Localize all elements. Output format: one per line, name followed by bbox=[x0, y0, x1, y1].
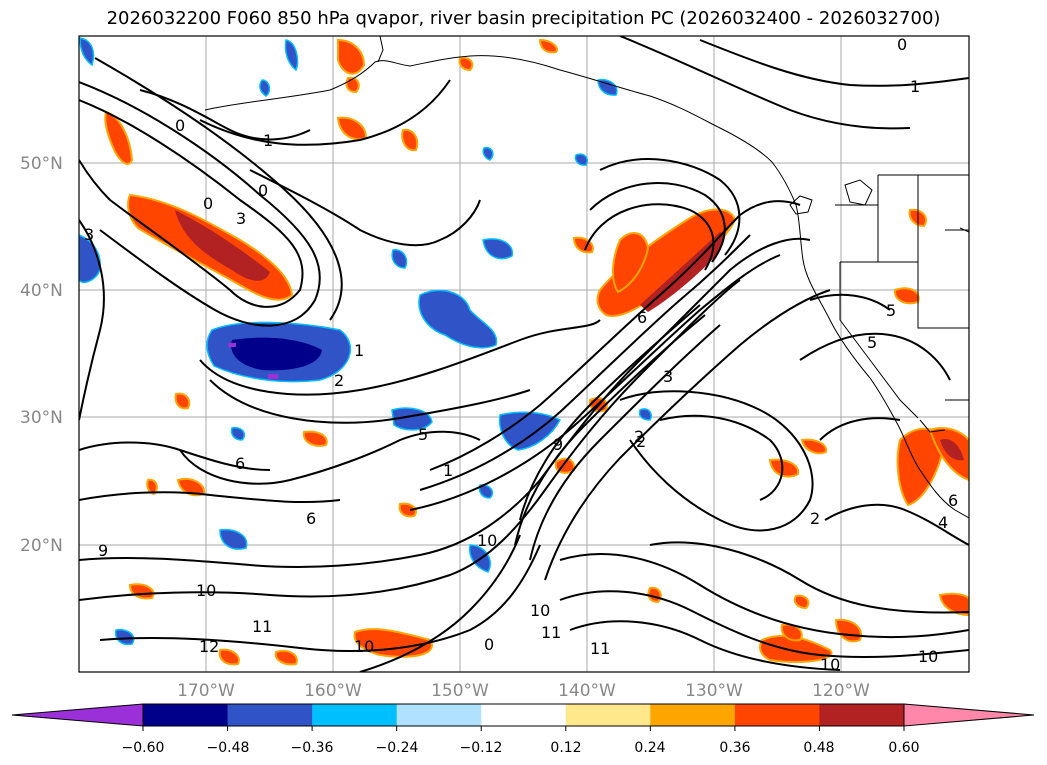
contour-label: 10 bbox=[918, 647, 938, 666]
contour-label: 1 bbox=[910, 77, 920, 96]
colorbar-cell bbox=[650, 704, 736, 726]
contour-label: 1 bbox=[354, 341, 364, 360]
political-borders bbox=[835, 174, 969, 419]
colorbar: −0.60 −0.48 −0.36 −0.24 −0.12 0.12 0.24 … bbox=[11, 703, 1035, 756]
colorbar-tick-label: 0.24 bbox=[634, 740, 665, 756]
contour-label: 5 bbox=[418, 425, 428, 444]
colorbar-outline bbox=[142, 703, 905, 727]
colorbar-cell bbox=[312, 704, 398, 726]
precip-anomaly-negative bbox=[79, 37, 652, 646]
colorbar-tick-label: −0.48 bbox=[207, 740, 250, 756]
colorbar-tick-label: 0.36 bbox=[719, 740, 750, 756]
contour-label: 2 bbox=[636, 432, 646, 451]
contour-label: 3 bbox=[236, 209, 246, 228]
colorbar-tick-label: 0.12 bbox=[550, 740, 581, 756]
precip-anomaly-positive bbox=[104, 38, 969, 666]
coastline bbox=[204, 36, 969, 519]
lon-label: 160°W bbox=[304, 681, 362, 701]
map-title: 2026032200 F060 850 hPa qvapor, river ba… bbox=[106, 8, 941, 29]
contour-label: 0 bbox=[484, 635, 494, 654]
contour-label: 11 bbox=[252, 617, 272, 636]
colorbar-tick-label: −0.60 bbox=[122, 740, 165, 756]
contour-label: 9 bbox=[553, 435, 563, 454]
longitude-labels: 170°W 160°W 150°W 140°W 130°W 120°W bbox=[177, 681, 870, 701]
contour-label: 10 bbox=[820, 655, 840, 674]
colorbar-cells bbox=[143, 704, 905, 726]
lon-label: 140°W bbox=[558, 681, 616, 701]
lat-label: 30°N bbox=[20, 408, 63, 428]
contour-label: 11 bbox=[590, 639, 610, 658]
colorbar-tick-label: −0.12 bbox=[460, 740, 503, 756]
contour-label: 1 bbox=[263, 131, 273, 150]
colorbar-tick-label: −0.24 bbox=[376, 740, 419, 756]
contour-label: 10 bbox=[530, 601, 550, 620]
colorbar-tick-label: −0.36 bbox=[291, 740, 334, 756]
map-frame bbox=[78, 35, 970, 673]
colorbar-tick-label: 0.60 bbox=[888, 740, 919, 756]
contour-label: 2 bbox=[810, 509, 820, 528]
contour-label: 12 bbox=[199, 637, 219, 656]
contour-label: 5 bbox=[867, 333, 877, 352]
colorbar-cell bbox=[734, 704, 820, 726]
lon-label: 120°W bbox=[812, 681, 870, 701]
lon-label: 150°W bbox=[431, 681, 489, 701]
colorbar-ticks bbox=[142, 726, 905, 731]
contour-label: 11 bbox=[541, 623, 561, 642]
contour-label: 10 bbox=[354, 637, 374, 656]
colorbar-tick-label: 0.48 bbox=[803, 740, 834, 756]
contour-label: 9 bbox=[98, 541, 108, 560]
colorbar-cell bbox=[396, 704, 482, 726]
colorbar-cell bbox=[481, 704, 567, 726]
contour-label: 3 bbox=[663, 367, 673, 386]
contour-label: 6 bbox=[235, 454, 245, 473]
colorbar-cell bbox=[227, 704, 313, 726]
contour-label: 0 bbox=[203, 194, 213, 213]
contour-label: 2 bbox=[634, 427, 644, 446]
qvapor-contours bbox=[79, 36, 969, 672]
contour-label: 6 bbox=[948, 491, 958, 510]
colorbar-low-extension bbox=[11, 703, 144, 727]
latitude-labels: 50°N 40°N 30°N 20°N bbox=[20, 154, 63, 556]
colorbar-tick-labels: −0.60 −0.48 −0.36 −0.24 −0.12 0.12 0.24 … bbox=[122, 740, 920, 756]
contour-label: 6 bbox=[637, 308, 647, 327]
colorbar-cell bbox=[565, 704, 651, 726]
contour-label: 6 bbox=[306, 509, 316, 528]
contour-label: 10 bbox=[477, 531, 497, 550]
lon-label: 170°W bbox=[177, 681, 235, 701]
contour-label: 4 bbox=[938, 513, 948, 532]
contour-label: 5 bbox=[886, 301, 896, 320]
lat-label: 50°N bbox=[20, 154, 63, 174]
contour-label: 0 bbox=[897, 35, 907, 54]
colorbar-cell bbox=[143, 704, 229, 726]
contour-label: 2 bbox=[334, 371, 344, 390]
lat-label: 20°N bbox=[20, 536, 63, 556]
lat-label: 40°N bbox=[20, 281, 63, 301]
lon-label: 130°W bbox=[685, 681, 743, 701]
contour-label: 0 bbox=[175, 116, 185, 135]
colorbar-high-extension bbox=[903, 703, 1035, 727]
contour-label: 1 bbox=[443, 461, 453, 480]
colorbar-cell bbox=[819, 704, 905, 726]
contour-labels: 0 1 0 0 1 3 3 2 1 6 5 2 6 9 10 11 12 10 … bbox=[84, 35, 958, 674]
contour-label: 10 bbox=[196, 581, 216, 600]
contour-label: 3 bbox=[84, 225, 94, 244]
contour-label: 0 bbox=[258, 181, 268, 200]
